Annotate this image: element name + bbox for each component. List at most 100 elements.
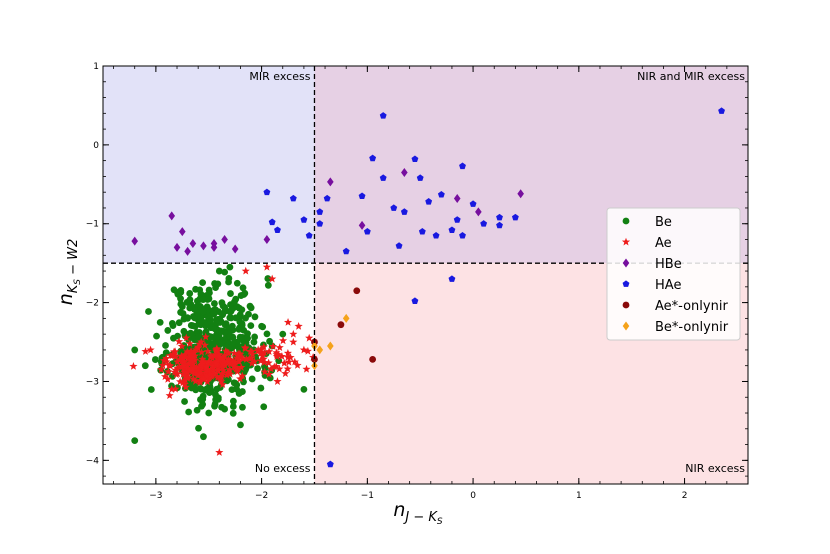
point-be (153, 332, 160, 340)
point-hae (400, 208, 408, 215)
point-ae (255, 346, 265, 355)
point-ae (275, 364, 284, 373)
point-ae (283, 348, 292, 357)
point-ae (204, 357, 213, 366)
point-hbe (358, 220, 366, 230)
point-be (235, 342, 243, 350)
legend-marker (622, 217, 630, 225)
point-hae (358, 192, 366, 200)
point-be (186, 290, 194, 297)
point-hae (411, 155, 419, 162)
point-be (170, 334, 177, 342)
point-ae (159, 356, 169, 365)
point-be (200, 433, 207, 441)
point-ae-onlynir (369, 355, 377, 363)
point-hae (395, 242, 403, 249)
point-hae (342, 247, 350, 255)
point-be (225, 275, 233, 282)
point-ae (237, 352, 246, 361)
point-be (205, 294, 212, 301)
point-hae (274, 226, 281, 233)
x-axis-label-main: n (393, 499, 405, 521)
point-ae (290, 357, 299, 366)
point-ae-onlynir (337, 321, 345, 329)
point-be (215, 267, 223, 275)
point-ae (232, 353, 241, 362)
point-hae (511, 213, 519, 221)
point-ae (283, 318, 293, 326)
point-be (214, 280, 222, 288)
point-be (199, 279, 207, 287)
point-ae (173, 369, 182, 378)
point-hae (300, 216, 308, 223)
point-be (186, 304, 194, 312)
legend-item: HBe (622, 257, 682, 272)
point-ae (272, 350, 281, 359)
point-ae (280, 358, 289, 367)
x-tick-label: 0 (470, 491, 476, 501)
legend-item: Ae*-onlynir (622, 299, 728, 314)
point-ae (203, 347, 212, 356)
point-be (195, 424, 202, 432)
point-ae (210, 369, 220, 378)
y-tick-label: −2 (86, 299, 99, 309)
point-hae (305, 231, 313, 239)
legend-item: HAe (622, 278, 681, 293)
point-hae (496, 213, 503, 221)
point-ae (203, 377, 212, 386)
point-ae (226, 359, 235, 368)
point-hae (390, 204, 398, 211)
legend-label: HAe (655, 278, 681, 293)
point-ae (211, 350, 220, 359)
point-ae (220, 361, 230, 370)
point-ae (247, 358, 257, 367)
x-tick-label: 2 (682, 491, 688, 501)
point-ae (180, 367, 189, 376)
point-ae (196, 368, 205, 377)
point-ae (259, 342, 268, 351)
point-ae (230, 362, 239, 371)
point-ae (273, 377, 282, 385)
point-be (207, 318, 214, 326)
point-ae (246, 347, 255, 355)
point-be (169, 322, 177, 329)
point-hbe (184, 246, 191, 256)
x-axis-label-sub: J − K (402, 510, 438, 525)
point-ae (164, 367, 173, 376)
point-be-onlynir (316, 345, 324, 355)
label-no-excess: No excess (255, 462, 311, 475)
point-ae (220, 357, 229, 366)
point-hae (316, 208, 324, 215)
point-hbe (168, 211, 176, 221)
point-ae (164, 361, 174, 369)
legend-label: Be (655, 215, 672, 230)
point-hae (718, 107, 725, 114)
point-ae (195, 339, 204, 348)
point-ae (245, 354, 254, 363)
point-ae (181, 372, 190, 380)
point-hae (496, 221, 503, 229)
point-ae (217, 369, 227, 378)
point-hae (416, 174, 424, 181)
legend-label: Be*-onlynir (655, 320, 729, 335)
point-be (212, 391, 219, 398)
point-be (189, 382, 197, 390)
point-be (211, 300, 218, 307)
point-ae (240, 343, 250, 352)
point-ae (267, 364, 276, 373)
x-tick-label: −3 (149, 491, 162, 501)
point-ae (181, 352, 190, 361)
point-ae (268, 274, 277, 283)
point-be (246, 302, 254, 310)
point-ae (217, 355, 226, 364)
point-ae (233, 365, 243, 373)
point-be (264, 281, 272, 289)
point-be (214, 338, 221, 346)
point-hae (432, 231, 440, 239)
x-tick-label: −2 (255, 491, 268, 501)
point-ae (221, 346, 230, 355)
y-axis-label-main: n (55, 293, 77, 305)
x-tick-label: 1 (576, 491, 582, 501)
point-ae (256, 356, 265, 365)
point-be (162, 342, 169, 349)
